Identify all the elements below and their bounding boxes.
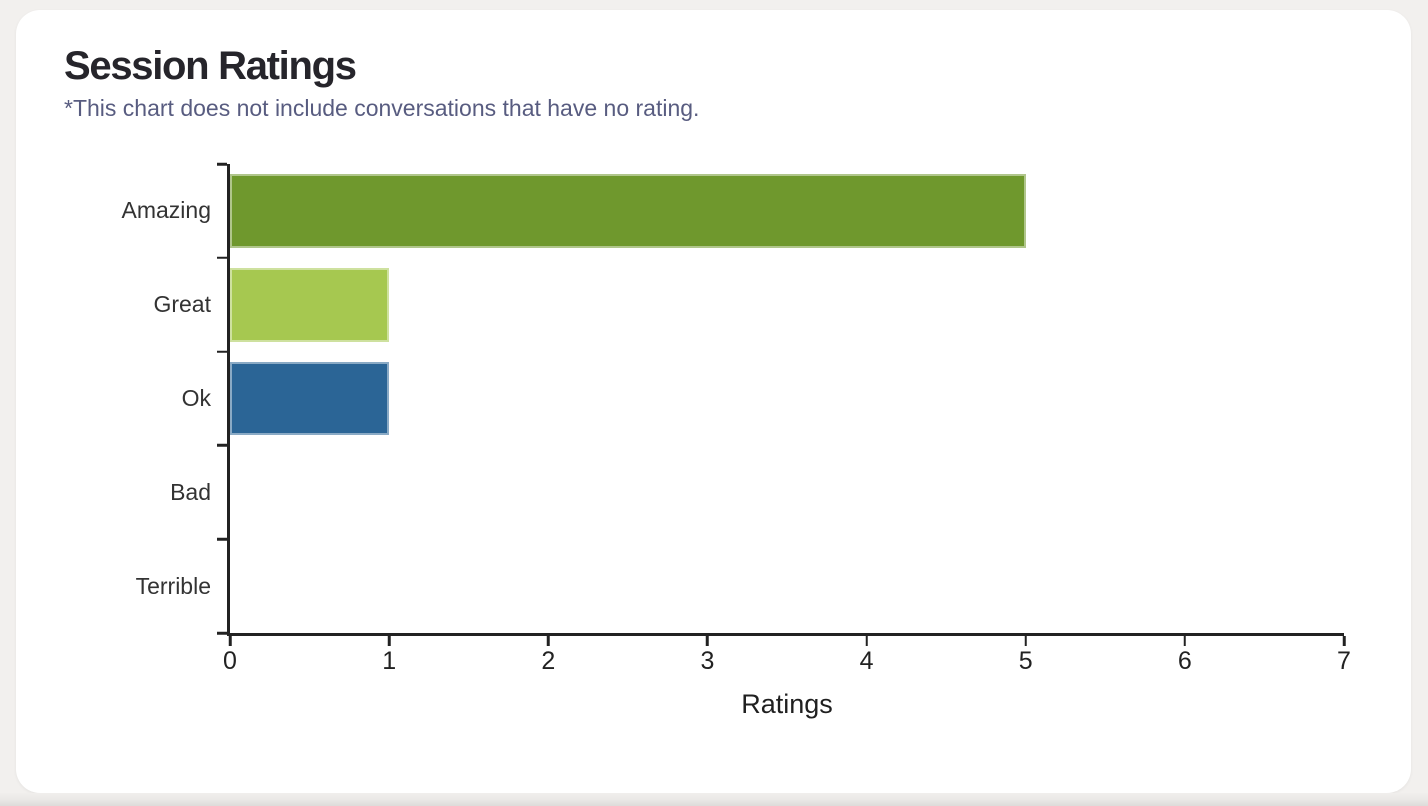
x-tick-label-3: 3 [700,647,715,675]
x-axis-tick [1342,636,1346,646]
bar-great [230,267,390,342]
y-axis-tick [217,350,227,353]
x-tick-label-1: 1 [382,647,397,675]
chart-subtitle: *This chart does not include conversatio… [64,95,700,121]
x-tick-label-0: 0 [223,647,237,675]
session-ratings-card: Session Ratings *This chart does not inc… [16,10,1411,793]
chart-title: Session Ratings [64,44,357,88]
x-axis-tick [387,636,391,646]
bar-amazing [230,174,1026,248]
x-axis-line [227,633,1344,636]
x-axis-tick [228,636,232,646]
x-axis-tick [706,636,709,646]
y-axis-tick [217,444,227,447]
x-tick-label-6: 6 [1177,647,1192,675]
y-axis-tick [217,631,227,635]
x-tick-label-4: 4 [859,647,874,675]
y-axis-tick [217,162,227,166]
x-axis-tick [865,636,868,646]
category-label-terrible: Terrible [135,572,211,599]
x-axis-label: Ratings [741,689,833,719]
x-axis-tick [1024,636,1027,646]
category-label-great: Great [153,291,211,318]
ratings-bar-chart: Amazing Great Ok Bad Terrible Ratings 0 1 2 3 4 5… [16,10,1411,793]
bar-ok [230,361,390,436]
plot-area: Ratings 0 1 2 3 4 5 6 7 [217,162,1351,719]
category-label-bad: Bad [170,478,211,505]
x-tick-label-7: 7 [1337,647,1351,675]
category-label-ok: Ok [181,384,211,411]
y-axis-tick [217,537,227,541]
category-label-amazing: Amazing [121,197,211,224]
page-bottom-edge [0,793,1428,806]
y-axis-line [227,164,230,633]
y-axis-labels: Amazing Great Ok Bad Terrible [32,164,211,633]
y-axis-tick [217,256,227,260]
x-tick-label-2: 2 [541,647,556,675]
x-axis-tick [547,636,550,646]
x-tick-label-5: 5 [1018,647,1033,675]
x-axis-tick [1183,636,1187,646]
